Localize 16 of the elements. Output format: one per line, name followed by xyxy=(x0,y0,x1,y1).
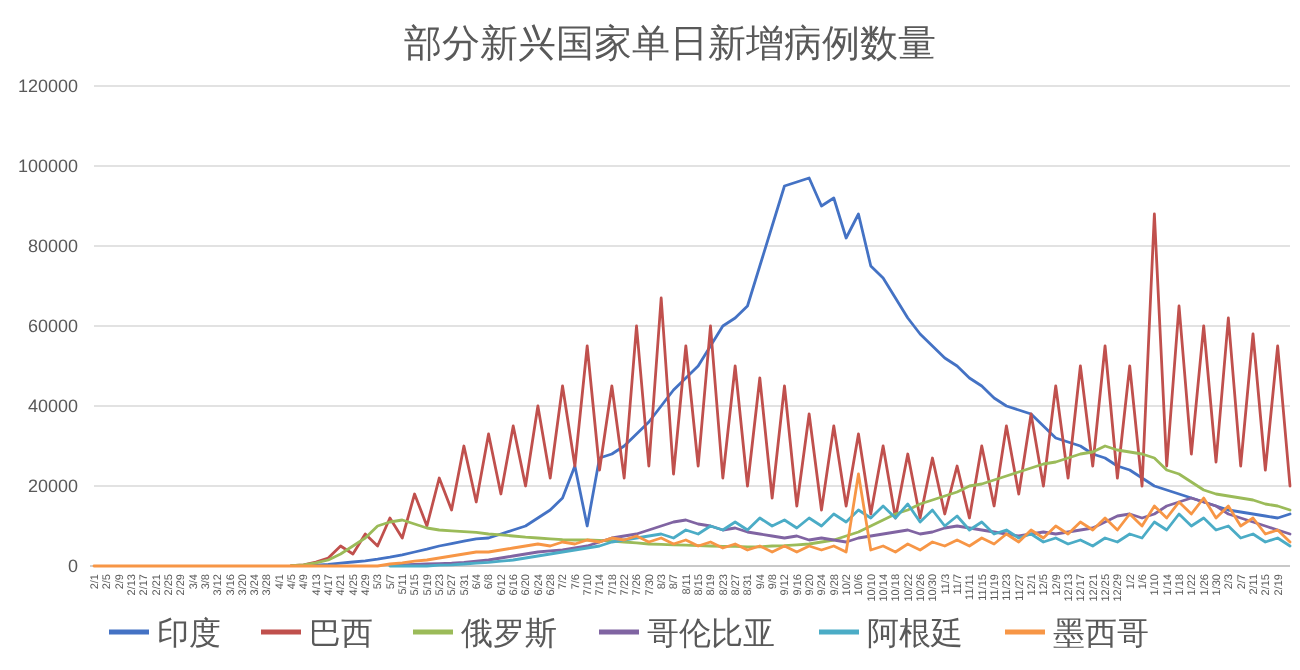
legend-label: 阿根廷 xyxy=(867,616,963,652)
y-tick-label: 40000 xyxy=(27,396,78,417)
legend-label: 巴西 xyxy=(309,618,373,652)
chart-title: 部分新兴国家单日新增病例数量 xyxy=(404,22,936,66)
y-tick-label: 20000 xyxy=(27,476,78,497)
y-tick-label: 100000 xyxy=(17,156,78,177)
y-tick-label: 80000 xyxy=(27,236,78,257)
y-tick-label: 0 xyxy=(67,556,78,577)
legend-label: 墨西哥 xyxy=(1053,618,1149,652)
legend-label: 哥伦比亚 xyxy=(647,616,775,652)
legend-label: 俄罗斯 xyxy=(461,616,557,652)
line-series xyxy=(92,472,1292,568)
legend-label: 印度 xyxy=(157,616,221,652)
line-series xyxy=(289,444,1292,567)
y-tick-label: 120000 xyxy=(17,76,78,97)
y-tick-label: 60000 xyxy=(27,316,78,337)
